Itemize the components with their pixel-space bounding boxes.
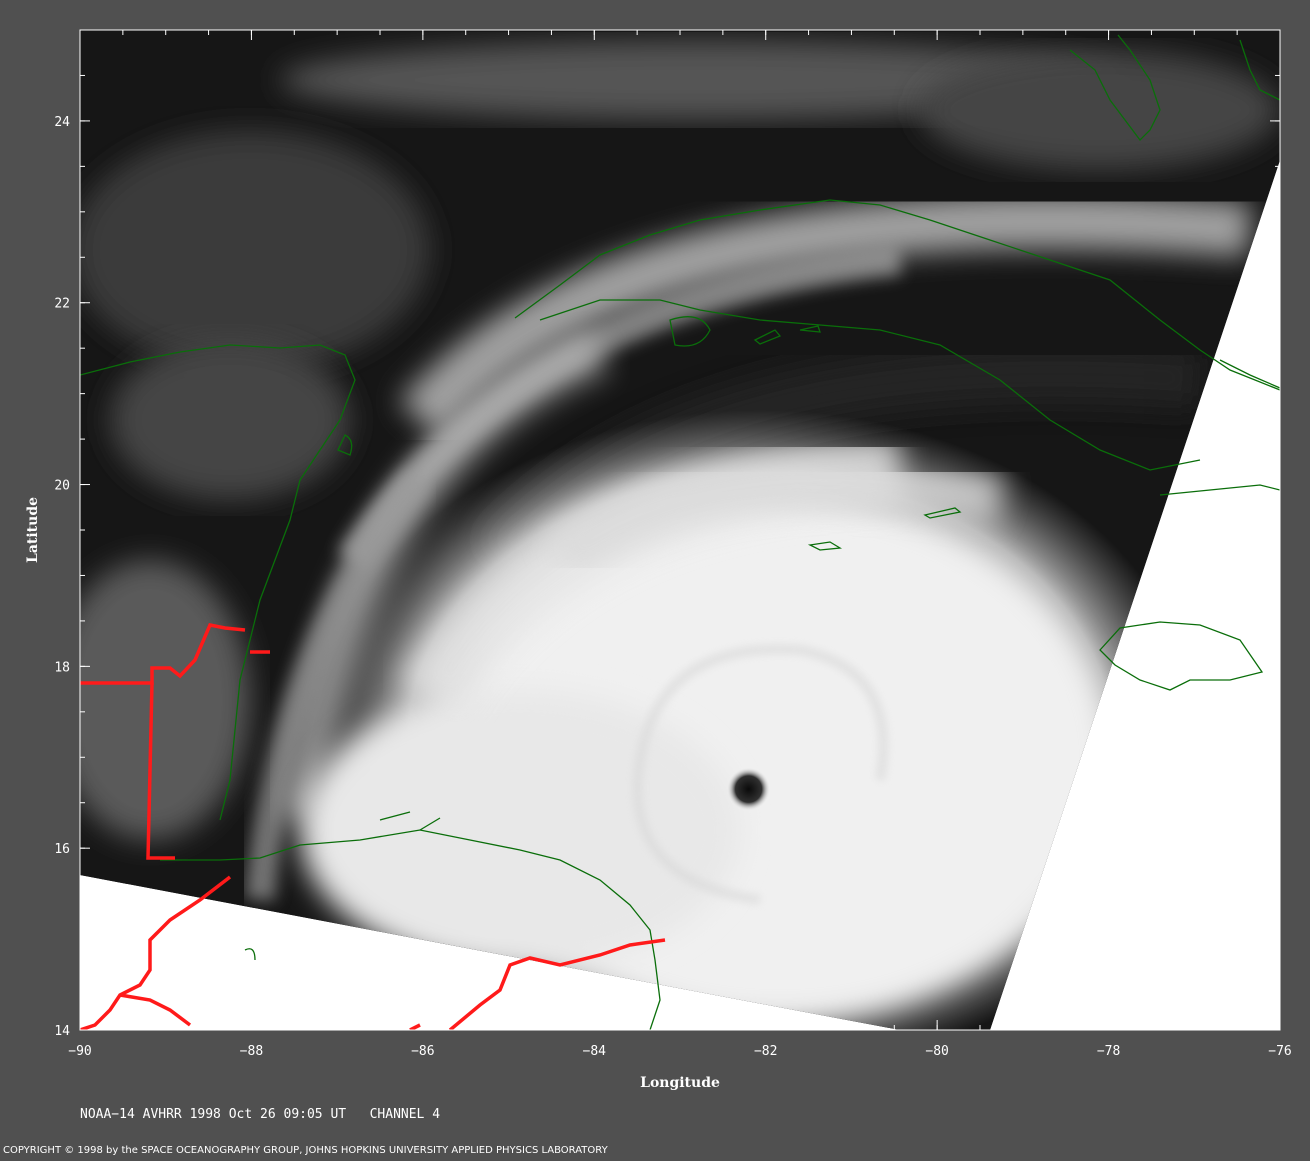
x-tick-label: −84 [583,1044,607,1059]
x-tick-label: −80 [925,1044,948,1059]
y-tick-label: 18 [54,660,70,675]
y-tick-label: 14 [54,1024,70,1039]
y-tick-label: 16 [54,842,70,857]
y-tick-label: 24 [54,115,70,130]
x-axis-title: Longitude [640,1075,720,1091]
y-axis-title: Latitude [25,497,41,563]
x-tick-label: −76 [1268,1044,1291,1059]
copyright-notice: COPYRIGHT © 1998 by the SPACE OCEANOGRAP… [3,1145,608,1156]
y-tick-label: 20 [54,479,70,494]
x-tick-label: −86 [411,1044,434,1059]
axis-ticks: −90 −88 −86 −84 −82 −80 −78 −76 24 22 20 18 16 14 [54,29,1292,1059]
national-borders [80,623,666,1030]
image-caption: NOAA−14 AVHRR 1998 Oct 26 09:05 UT CHANN… [80,1107,441,1122]
x-tick-label: −90 [68,1044,91,1059]
x-tick-label: −82 [754,1044,777,1059]
x-tick-label: −78 [1097,1044,1120,1059]
x-tick-label: −88 [240,1044,263,1059]
hurricane-eye [726,767,771,812]
satellite-image [80,30,1280,1030]
coastlines [80,34,1280,1030]
y-tick-label: 22 [54,297,70,312]
